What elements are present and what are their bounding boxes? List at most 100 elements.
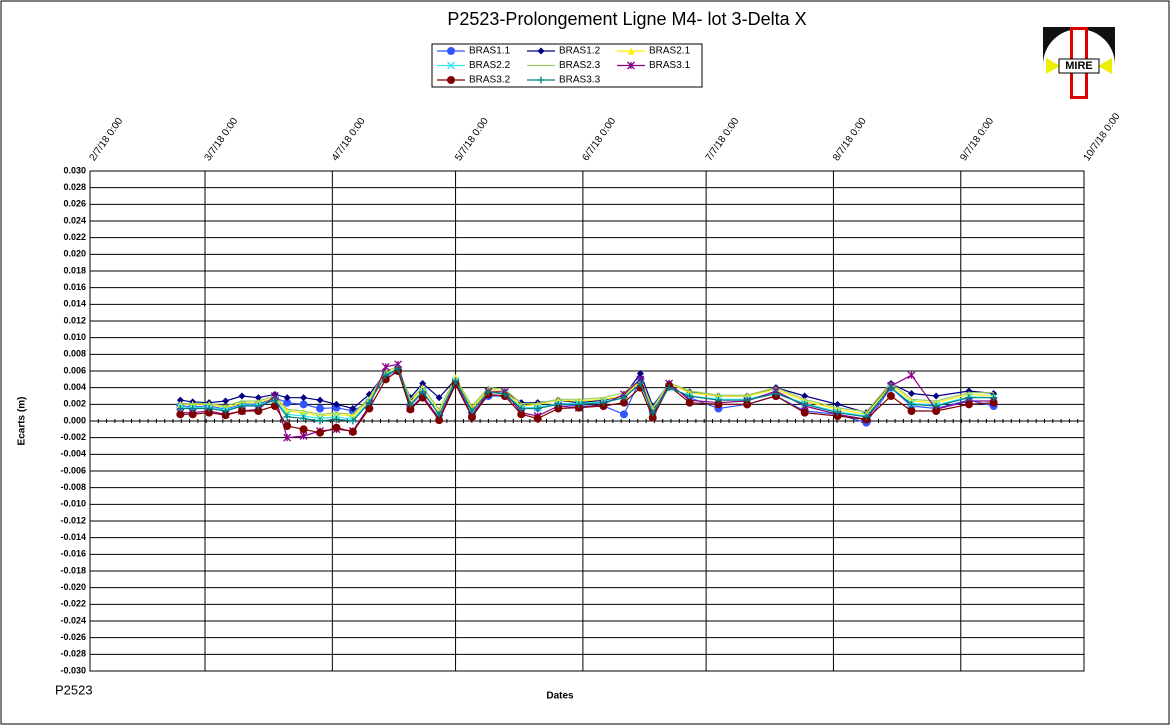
point	[394, 365, 402, 372]
point	[332, 410, 340, 418]
legend-label: BRAS1.2	[559, 46, 601, 57]
point	[222, 407, 230, 415]
y-tick-label: 0.022	[63, 232, 86, 242]
point	[316, 396, 324, 404]
point	[205, 400, 213, 408]
point	[205, 405, 213, 412]
point	[254, 402, 262, 410]
point	[283, 394, 291, 402]
legend-label: BRAS3.1	[649, 60, 691, 71]
y-tick-label: -0.008	[60, 482, 86, 492]
y-tick-label: 0.012	[63, 315, 86, 325]
y-tick-label: -0.010	[60, 499, 86, 509]
point	[316, 417, 324, 425]
point	[283, 413, 291, 421]
point	[406, 400, 414, 408]
logo: MIRE	[1043, 27, 1115, 99]
y-tick-label: 0.014	[63, 299, 86, 309]
legend-marker	[537, 47, 545, 55]
point	[834, 409, 842, 417]
point	[316, 428, 325, 437]
point	[435, 394, 443, 402]
y-tick-label: 0.030	[63, 165, 86, 175]
point	[176, 396, 184, 404]
legend-label: BRAS3.2	[469, 75, 511, 86]
point	[176, 400, 184, 408]
y-tick-label: -0.018	[60, 565, 86, 575]
point	[685, 398, 694, 407]
logo-arrow-left	[1046, 58, 1060, 74]
point	[554, 400, 562, 408]
point	[714, 396, 722, 404]
point	[300, 415, 308, 422]
point	[381, 362, 390, 371]
legend-label: BRAS2.3	[559, 60, 601, 71]
point	[238, 392, 246, 400]
logo-arrow-right	[1098, 58, 1112, 74]
point	[382, 371, 390, 379]
y-tick-label: -0.030	[60, 665, 86, 675]
point	[907, 390, 915, 397]
point	[316, 404, 325, 413]
logo-label-box	[1058, 58, 1100, 74]
point	[176, 405, 184, 412]
point	[533, 414, 542, 423]
y-tick-label: 0.002	[63, 399, 86, 409]
y-tick-label: -0.002	[60, 432, 86, 442]
point	[834, 400, 842, 408]
y-tick-label: -0.024	[60, 615, 86, 625]
point	[907, 407, 916, 415]
point	[238, 402, 246, 410]
logo-text: MIRE	[1065, 60, 1093, 72]
y-tick-label: 0.006	[63, 365, 86, 375]
point	[772, 390, 780, 397]
point	[254, 394, 262, 402]
chart-title: P2523-Prolongement Ligne M4- lot 3-Delta…	[447, 9, 806, 29]
point	[862, 413, 870, 421]
point	[636, 370, 644, 377]
y-tick-label: -0.022	[60, 599, 86, 609]
point	[283, 422, 292, 430]
point	[332, 415, 340, 423]
point	[271, 396, 279, 404]
point	[886, 392, 895, 400]
point	[686, 392, 694, 400]
y-tick-label: 0.010	[63, 332, 86, 342]
legend-marker	[537, 76, 545, 84]
point	[349, 417, 357, 425]
point	[348, 427, 357, 436]
legend-label: BRAS3.3	[559, 75, 601, 86]
legend-label: BRAS1.1	[469, 46, 511, 57]
point	[907, 400, 915, 408]
y-tick-label: -0.006	[60, 465, 86, 475]
footer: P2523	[55, 682, 93, 697]
y-tick-label: 0.018	[63, 265, 86, 275]
point	[932, 392, 940, 400]
point	[332, 423, 341, 432]
y-tick-label: 0.028	[63, 182, 86, 192]
point	[332, 400, 340, 408]
point	[283, 433, 292, 442]
y-tick-label: -0.014	[60, 532, 86, 542]
point	[419, 380, 427, 387]
point	[932, 402, 940, 410]
point	[636, 380, 644, 387]
legend-label: BRAS2.1	[649, 46, 691, 57]
point	[990, 394, 998, 402]
legend-box	[431, 43, 703, 88]
y-tick-label: 0.000	[63, 415, 86, 425]
y-tick-label: -0.004	[60, 449, 86, 459]
point	[964, 400, 973, 409]
point	[299, 425, 308, 434]
y-tick-label: -0.020	[60, 582, 86, 592]
point	[484, 388, 492, 396]
point	[365, 399, 373, 407]
legend-marker	[447, 47, 455, 55]
point	[620, 394, 628, 402]
y-tick-label: -0.016	[60, 549, 86, 559]
point	[801, 400, 809, 408]
point	[534, 405, 542, 412]
y-tick-label: 0.024	[63, 215, 86, 225]
